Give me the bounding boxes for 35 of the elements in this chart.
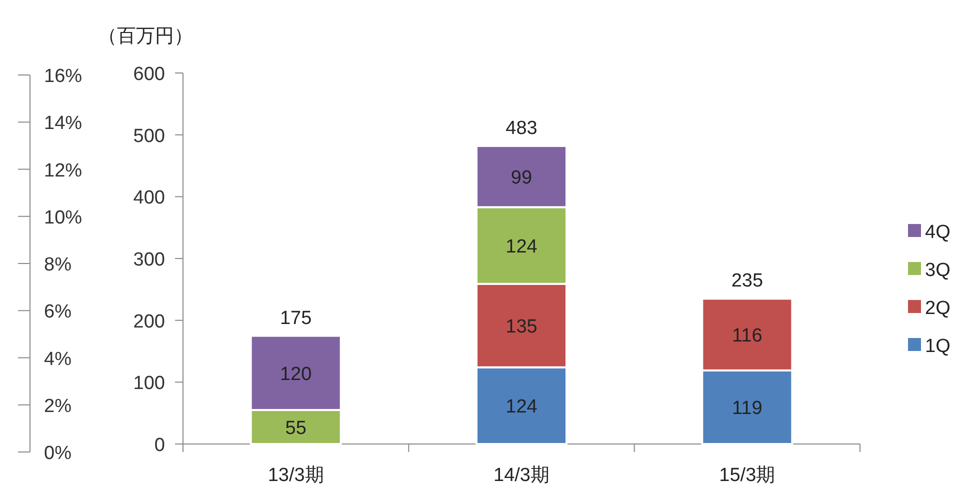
total-label: 235 [731, 270, 764, 292]
y-tick-label: 200 [133, 311, 165, 332]
data-label: 124 [506, 236, 538, 258]
y2-tick-label: 4% [44, 348, 72, 370]
y2-tick-label: 12% [44, 160, 82, 182]
data-label: 124 [506, 396, 538, 418]
legend-label: 2Q [925, 298, 950, 319]
x-tick-label: 13/3期 [268, 465, 324, 486]
y-tick-label: 300 [133, 250, 165, 270]
y-tick-label: 100 [133, 373, 165, 394]
total-label: 175 [280, 308, 312, 329]
y2-tick-label: 2% [44, 396, 72, 417]
legend-label: 3Q [925, 260, 950, 281]
y2-tick-label: 14% [44, 113, 82, 134]
y-tick-label: 400 [133, 188, 165, 209]
legend-label: 1Q [925, 336, 950, 357]
total-label: 483 [506, 118, 538, 139]
y2-tick-label: 8% [44, 254, 72, 276]
y-tick-label: 600 [133, 64, 165, 85]
data-label: 135 [506, 316, 538, 338]
data-label: 120 [280, 364, 312, 385]
legend-label: 4Q [925, 222, 950, 243]
data-label: 116 [732, 326, 762, 347]
y-tick-label: 500 [133, 126, 165, 147]
y2-tick-label: 6% [44, 302, 72, 323]
y2-tick-label: 0% [44, 443, 72, 464]
x-tick-label: 15/3期 [719, 465, 776, 486]
y2-tick-label: 16% [44, 66, 82, 87]
y2-tick-label: 10% [44, 207, 82, 228]
y-tick-label: 0 [154, 435, 165, 456]
y-axis-title: （百万円） [98, 26, 193, 47]
x-tick-label: 14/3期 [494, 465, 550, 486]
data-label: 99 [510, 168, 532, 189]
data-label: 119 [732, 398, 762, 420]
data-label: 55 [285, 418, 306, 439]
